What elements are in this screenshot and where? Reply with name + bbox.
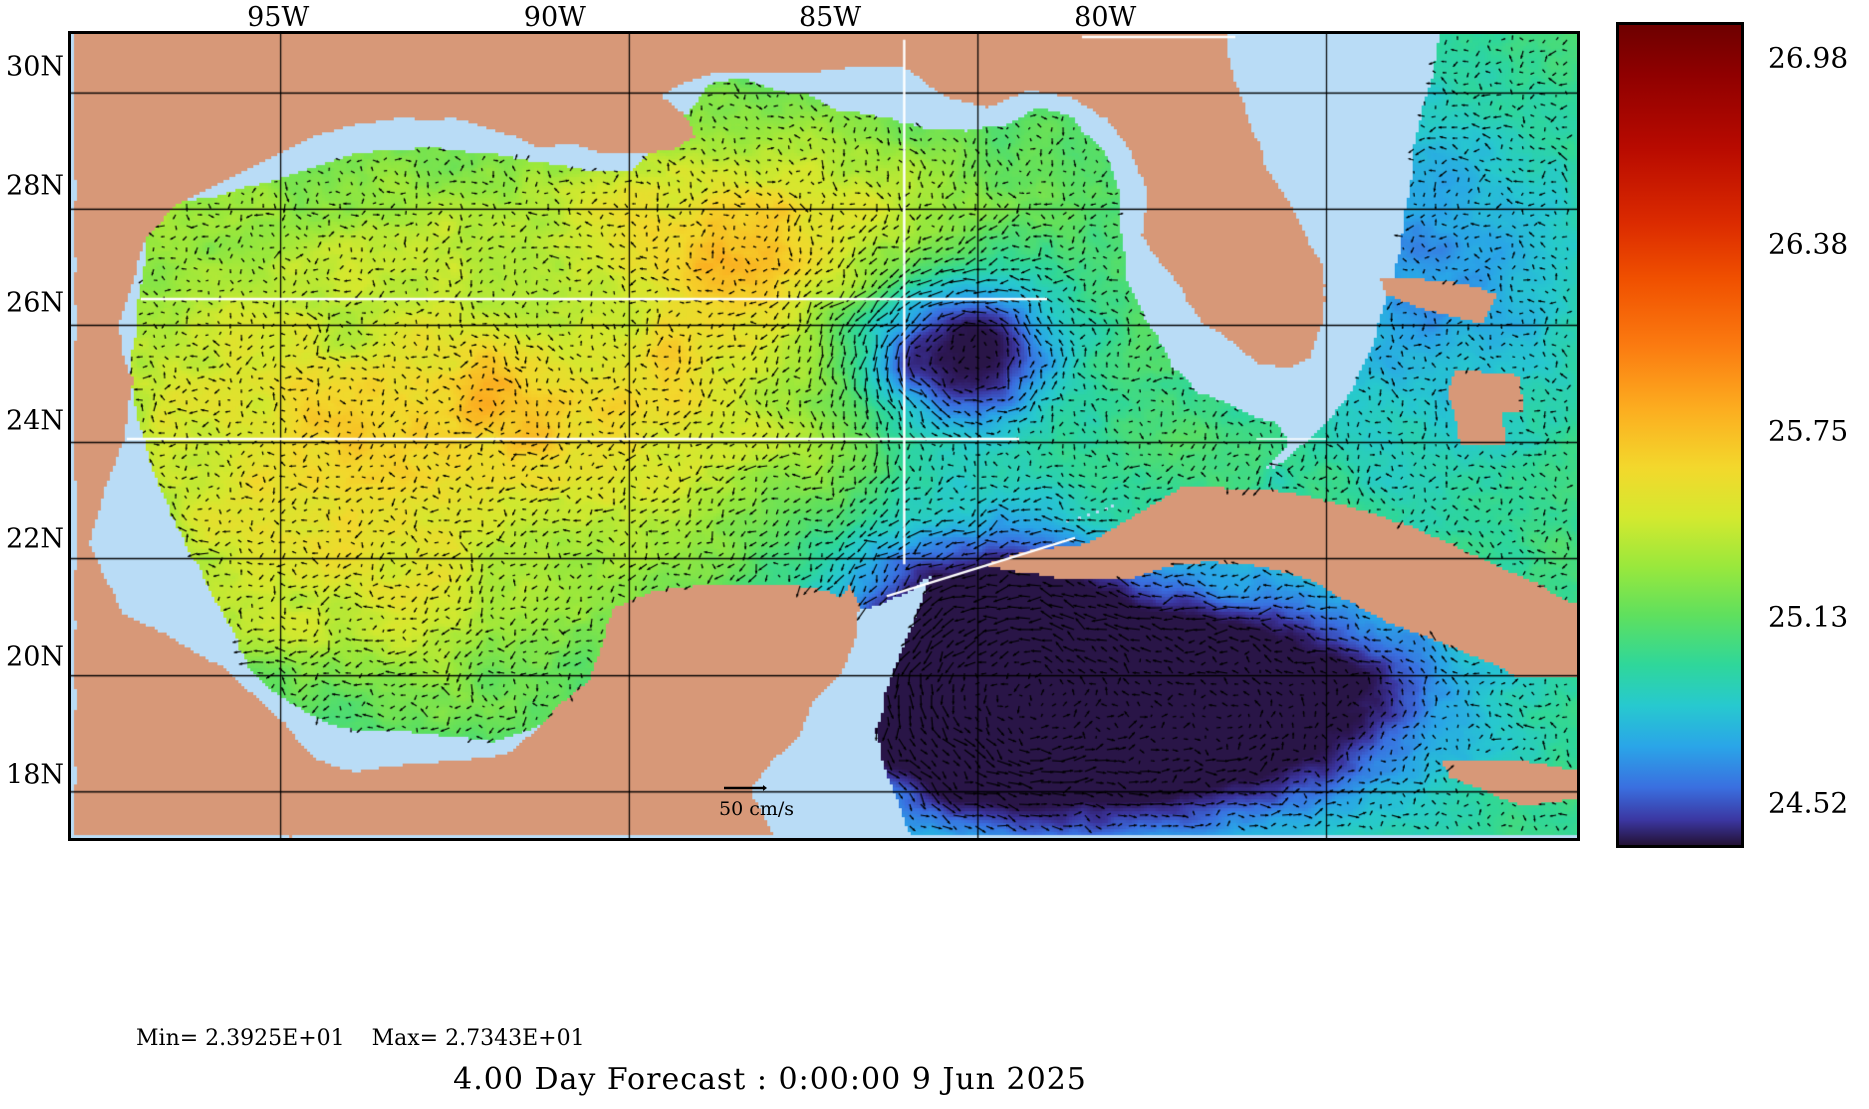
lat-tick-label-28n: 28N bbox=[6, 170, 64, 202]
colorbar-tick-24-52: 24.52 bbox=[1768, 786, 1849, 820]
colorbar-tick-25-75: 25.75 bbox=[1768, 414, 1849, 448]
lat-tick-label-18n: 18N bbox=[6, 759, 64, 791]
min-max-readout: Min= 2.3925E+01 Max= 2.7343E+01 bbox=[136, 1026, 605, 1051]
lat-tick-label-26n: 26N bbox=[6, 287, 64, 319]
map-plot-area[interactable]: 50 cm/s bbox=[68, 31, 1580, 841]
min-value-text: Min= 2.3925E+01 bbox=[136, 1026, 345, 1051]
lat-tick-label-20n: 20N bbox=[6, 641, 64, 673]
sst-current-heatmap bbox=[71, 34, 1577, 838]
max-value-text: Max= 2.7343E+01 bbox=[371, 1026, 585, 1051]
colorbar-tick-25-13: 25.13 bbox=[1768, 600, 1849, 634]
colorbar-gradient bbox=[1616, 22, 1744, 848]
lat-tick-label-30n: 30N bbox=[6, 51, 64, 83]
lon-tick-label-85w: 85W bbox=[798, 2, 862, 33]
lat-tick-label-22n: 22N bbox=[6, 523, 64, 555]
lon-tick-label-95w: 95W bbox=[247, 2, 310, 33]
vector-scale-key: 50 cm/s bbox=[719, 778, 839, 828]
colorbar-container bbox=[1616, 22, 1744, 848]
colorbar-tick-26-38: 26.38 bbox=[1768, 227, 1849, 261]
lat-tick-label-24n: 24N bbox=[6, 405, 64, 437]
vector-scale-label: 50 cm/s bbox=[719, 798, 795, 820]
vector-arrow-icon bbox=[724, 785, 767, 791]
colorbar-tick-26-98: 26.98 bbox=[1768, 41, 1849, 75]
forecast-title: 4.00 Day Forecast : 0:00:00 9 Jun 2025 bbox=[453, 1062, 1087, 1097]
lon-tick-label-90w: 90W bbox=[523, 2, 586, 33]
lon-tick-label-80w: 80W bbox=[1074, 2, 1137, 33]
